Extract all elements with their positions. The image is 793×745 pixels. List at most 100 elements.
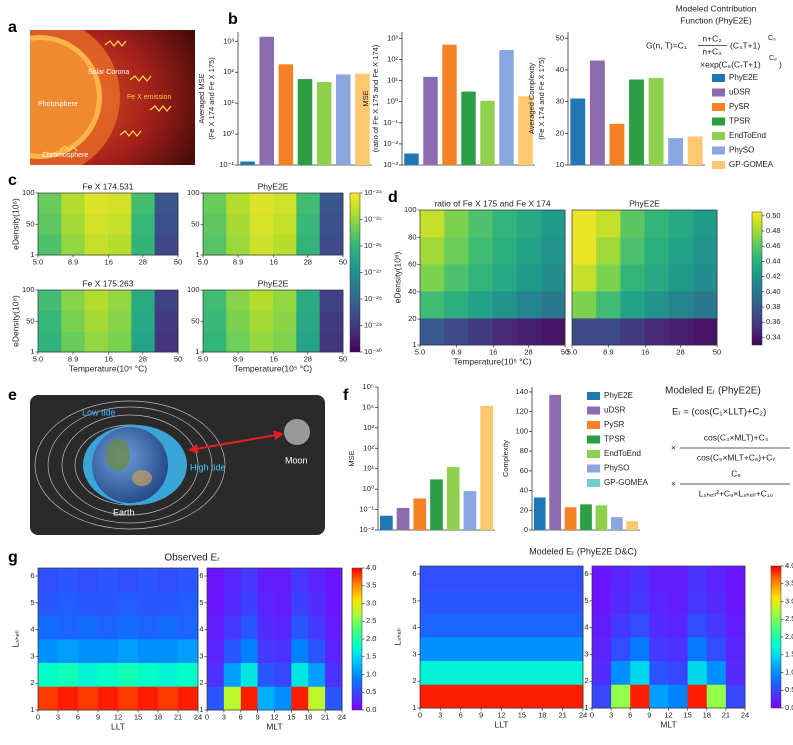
formula-text: Lₛₕₑₗₗ²+C₉×Lₛₕₑₗₗ+C₁₀ bbox=[699, 488, 774, 498]
y-tick-label: 50 bbox=[191, 219, 199, 228]
heat-cell bbox=[203, 234, 227, 256]
heat-cell bbox=[325, 591, 343, 616]
y-tick-label: 10¹ bbox=[363, 464, 374, 473]
heat-cell bbox=[178, 639, 199, 664]
heat-cell bbox=[611, 637, 631, 662]
legend-label: PhySO bbox=[729, 146, 754, 155]
heat-cell bbox=[596, 318, 621, 346]
bar bbox=[423, 76, 438, 165]
y-tick-label: 50 bbox=[556, 33, 564, 42]
x-tick-label: 50 bbox=[561, 347, 569, 356]
heat-cell bbox=[58, 615, 79, 640]
heat-cell bbox=[131, 290, 156, 312]
heat-cell bbox=[420, 613, 441, 638]
heat-cell bbox=[207, 568, 225, 593]
y-tick-label: 1 bbox=[30, 705, 34, 714]
colorbar-tick-label: 0.5 bbox=[366, 687, 376, 696]
legend-swatch bbox=[712, 161, 725, 169]
legend-swatch bbox=[712, 74, 725, 82]
heat-cell bbox=[138, 639, 159, 664]
heat-cell bbox=[468, 291, 493, 319]
y-tick-label: 2 bbox=[412, 676, 416, 685]
heat-cell bbox=[226, 193, 251, 215]
heat-cell bbox=[592, 637, 612, 662]
heat-cell bbox=[468, 237, 493, 265]
x-tick-label: 0 bbox=[36, 712, 40, 721]
heat-cell bbox=[501, 566, 523, 591]
heat-cell bbox=[440, 660, 462, 685]
heat-cell bbox=[273, 290, 297, 312]
heat-cell bbox=[540, 237, 566, 265]
heat-cell bbox=[223, 568, 242, 593]
y-tick-label: 5 bbox=[199, 598, 203, 607]
x-tick-label: 9 bbox=[96, 712, 100, 721]
plot-title: PhyE2E bbox=[258, 181, 289, 191]
heat-cell bbox=[420, 684, 441, 709]
heat-cell bbox=[725, 613, 746, 638]
x-tick-label: 6 bbox=[459, 710, 463, 719]
heat-cell bbox=[460, 637, 482, 662]
heat-cell bbox=[131, 193, 156, 215]
legend-label: GP-GOMEA bbox=[604, 478, 649, 487]
legend-swatch bbox=[712, 103, 725, 111]
heat-cell bbox=[572, 291, 597, 319]
heat-cell bbox=[154, 310, 179, 332]
heat-cell bbox=[154, 234, 179, 256]
legend-label: EndToEnd bbox=[729, 131, 766, 140]
heat-cell bbox=[644, 237, 670, 265]
group-title: Modeled Eᵣ (PhyE2E D&C) bbox=[529, 546, 637, 556]
heat-cell bbox=[611, 566, 631, 591]
legend-swatch bbox=[587, 479, 600, 487]
heat-cell bbox=[649, 566, 669, 591]
formula-text: n+C₂ bbox=[702, 33, 721, 43]
bar bbox=[648, 77, 664, 165]
x-tick-label: 16 bbox=[641, 347, 649, 356]
plot-frame bbox=[571, 209, 718, 346]
heat-cell bbox=[668, 660, 689, 685]
x-tick-label: 8.9 bbox=[451, 347, 461, 356]
y-tick-label: 6 bbox=[584, 569, 588, 578]
colorbar-tick-label: 1.5 bbox=[785, 650, 793, 659]
heat-cell bbox=[84, 310, 109, 332]
heat-cell bbox=[118, 615, 139, 640]
legend-label: PhySO bbox=[604, 464, 629, 473]
y-tick-label: 100 bbox=[22, 285, 35, 294]
heat-cell bbox=[521, 566, 543, 591]
heat-cell bbox=[596, 291, 621, 319]
y-axis-label: MSE bbox=[361, 90, 370, 106]
y-tick-label: 4 bbox=[412, 623, 416, 632]
y-axis-label: eDensity(10⁸) bbox=[10, 295, 20, 347]
y-axis-label: (Fe X 174 and Fe X 175) bbox=[537, 57, 546, 140]
bar bbox=[259, 36, 274, 165]
y-tick-label: 1 bbox=[195, 250, 199, 259]
heat-cell bbox=[668, 264, 694, 292]
heat-cell bbox=[668, 613, 689, 638]
y-tick-label: 2 bbox=[584, 676, 588, 685]
x-tick-label: 16 bbox=[105, 257, 113, 266]
heat-cell bbox=[572, 318, 597, 346]
x-tick-label: 9 bbox=[479, 710, 483, 719]
bar bbox=[442, 44, 457, 165]
heat-cell bbox=[492, 237, 518, 265]
x-tick-label: 24 bbox=[338, 712, 346, 721]
formula-text: × bbox=[671, 478, 676, 488]
heat-cell bbox=[273, 310, 297, 332]
y-tick-label: 20 bbox=[556, 128, 564, 137]
heat-cell bbox=[706, 637, 727, 662]
x-axis-label: Temperature(10⁵ °C) bbox=[69, 363, 147, 373]
x-tick-label: 18 bbox=[703, 710, 711, 719]
heat-cell bbox=[108, 234, 132, 256]
x-axis-label: LLT bbox=[494, 719, 508, 729]
heat-cell bbox=[319, 234, 344, 256]
x-tick-label: 28 bbox=[139, 354, 147, 363]
y-tick-label: 6 bbox=[412, 569, 416, 578]
y-tick-label: 10⁻¹ bbox=[383, 118, 398, 127]
heat-cell bbox=[273, 331, 297, 353]
heat-cell bbox=[516, 237, 542, 265]
heat-cell bbox=[84, 290, 109, 312]
x-tick-label: 8.9 bbox=[68, 257, 78, 266]
heat-cell bbox=[611, 684, 631, 709]
y-tick-label: 1 bbox=[412, 340, 416, 349]
heat-cell bbox=[516, 291, 542, 319]
moon bbox=[284, 419, 310, 445]
